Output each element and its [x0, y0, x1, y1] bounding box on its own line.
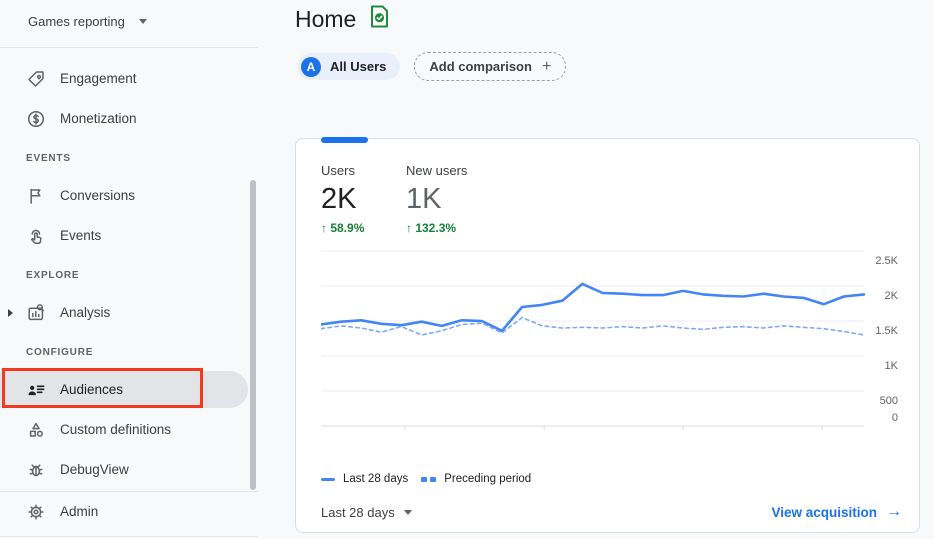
delta-badge: ↑ 132.3%: [406, 221, 457, 235]
audience-icon: [26, 380, 46, 400]
expand-right-icon[interactable]: [8, 309, 13, 317]
trend-chart-area: 2.5K 2K 1.5K 1K 500 0: [319, 247, 901, 442]
date-range-selector[interactable]: Last 28 days: [321, 505, 412, 520]
metrics-row: Users 2K ↑ 58.9% New users 1K ↑ 132.3%: [321, 163, 491, 235]
sidebar-item-conversions[interactable]: Conversions: [0, 176, 248, 216]
sidebar-section-events: EVENTS: [26, 153, 71, 164]
svg-text:2.5K: 2.5K: [875, 255, 898, 267]
dollar-circle-icon: [26, 109, 46, 129]
sidebar-divider: [0, 491, 258, 492]
svg-text:2K: 2K: [885, 290, 899, 302]
sidebar-section-explore: EXPLORE: [26, 270, 80, 281]
page-header: Home: [295, 5, 389, 33]
report-check-icon[interactable]: [370, 5, 389, 33]
dashed-line-swatch: [421, 476, 437, 482]
users-overview-card: Users 2K ↑ 58.9% New users 1K ↑ 132.3% 2…: [295, 137, 920, 533]
comparison-bar: A All Users Add comparison +: [297, 52, 567, 81]
chart-legend: Last 28 days Preceding period: [321, 473, 531, 485]
sidebar-item-custom-definitions[interactable]: Custom definitions: [0, 408, 248, 452]
svg-text:500: 500: [880, 395, 898, 407]
gear-icon: [26, 502, 46, 522]
view-acquisition-link[interactable]: View acquisition →: [771, 503, 902, 520]
trend-chart: 2.5K 2K 1.5K 1K 500 0: [319, 250, 899, 430]
sidebar-item-debugview[interactable]: DebugView: [0, 450, 248, 490]
sidebar-item-analysis[interactable]: Analysis: [0, 293, 248, 333]
active-tab-indicator: [321, 137, 368, 143]
sidebar-item-admin[interactable]: Admin: [0, 492, 248, 532]
flag-icon: [26, 186, 46, 206]
caret-down-icon: [138, 18, 147, 24]
svg-text:1K: 1K: [885, 360, 899, 372]
plus-icon: +: [541, 57, 552, 75]
sidebar-item-events[interactable]: Events: [0, 216, 248, 256]
touch-icon: [26, 226, 46, 246]
metric-new-users[interactable]: New users 1K ↑ 132.3%: [406, 163, 491, 235]
avatar: A: [301, 56, 321, 77]
property-selector[interactable]: Games reporting: [28, 10, 147, 32]
legend-preceding-period: Preceding period: [421, 473, 531, 485]
sidebar-section-configure: CONFIGURE: [26, 347, 94, 358]
add-comparison-button[interactable]: Add comparison +: [414, 52, 567, 81]
arrow-right-icon: →: [886, 503, 902, 520]
sidebar-divider: [0, 536, 258, 537]
tag-heart-icon: [26, 69, 46, 89]
metric-users[interactable]: Users 2K ↑ 58.9%: [321, 163, 406, 235]
sidebar-item-monetization[interactable]: Monetization: [0, 99, 248, 139]
sidebar-scrollbar[interactable]: [250, 180, 256, 490]
svg-text:1.5K: 1.5K: [875, 325, 898, 337]
solid-line-swatch: [321, 477, 335, 481]
shapes-icon: [26, 420, 46, 440]
bug-icon: [26, 460, 46, 480]
sidebar-item-audiences[interactable]: Audiences: [0, 370, 248, 410]
legend-current-period: Last 28 days: [321, 473, 408, 485]
sidebar: Games reporting Engagement Monetization …: [0, 0, 258, 539]
delta-badge: ↑ 58.9%: [321, 221, 365, 235]
page-title: Home: [295, 5, 357, 32]
svg-text:0: 0: [892, 412, 898, 424]
chart-search-icon: [26, 303, 46, 323]
all-users-chip[interactable]: A All Users: [297, 53, 401, 80]
property-selector-label: Games reporting: [28, 13, 125, 29]
card-footer: Last 28 days View acquisition →: [321, 503, 902, 521]
sidebar-item-engagement[interactable]: Engagement: [0, 59, 248, 99]
sidebar-divider: [0, 47, 258, 48]
caret-down-icon: [403, 509, 412, 515]
